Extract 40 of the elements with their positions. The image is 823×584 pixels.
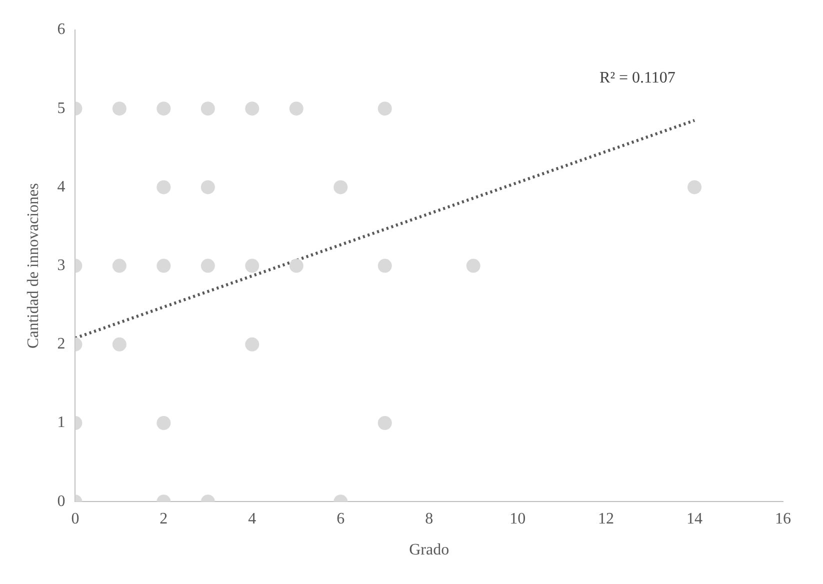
point bbox=[200, 102, 215, 116]
point bbox=[378, 258, 392, 273]
y-tick-label: 4 bbox=[57, 178, 66, 196]
y-tick-label: 3 bbox=[57, 257, 66, 274]
point bbox=[156, 102, 171, 116]
point bbox=[378, 416, 392, 430]
point bbox=[289, 102, 304, 116]
point bbox=[112, 102, 126, 116]
x-tick-label: 0 bbox=[71, 510, 80, 528]
point bbox=[200, 258, 215, 273]
annotation: R² = 0.1107 bbox=[600, 70, 676, 87]
point bbox=[112, 337, 126, 352]
y-tick-label: 5 bbox=[57, 100, 66, 117]
y-tick-label: 0 bbox=[57, 492, 66, 510]
x-tick-label: 14 bbox=[686, 510, 703, 528]
point bbox=[334, 180, 348, 194]
point bbox=[466, 258, 480, 273]
y-tick-label: 1 bbox=[57, 414, 66, 432]
x-tick-label: 10 bbox=[510, 510, 526, 528]
x-tick-label: 4 bbox=[248, 510, 256, 528]
x-tick-label: 16 bbox=[775, 510, 791, 528]
point bbox=[156, 258, 171, 273]
y-axis-title: Cantidad de innovaciones bbox=[24, 183, 42, 348]
point bbox=[156, 180, 171, 194]
point bbox=[112, 258, 126, 273]
x-tick-label: 6 bbox=[336, 510, 345, 528]
y-tick-label: 6 bbox=[57, 21, 66, 38]
point bbox=[245, 337, 260, 352]
x-axis-title: Grado bbox=[409, 542, 450, 559]
x-tick-label: 2 bbox=[160, 510, 168, 528]
point bbox=[688, 180, 702, 194]
point bbox=[200, 180, 215, 194]
point bbox=[245, 258, 260, 273]
point bbox=[378, 102, 392, 116]
x-tick-label: 12 bbox=[598, 510, 614, 528]
point bbox=[156, 416, 171, 430]
y-tick-label: 2 bbox=[57, 336, 66, 353]
point bbox=[289, 258, 304, 273]
x-tick-label: 8 bbox=[425, 510, 434, 528]
point bbox=[245, 102, 260, 116]
